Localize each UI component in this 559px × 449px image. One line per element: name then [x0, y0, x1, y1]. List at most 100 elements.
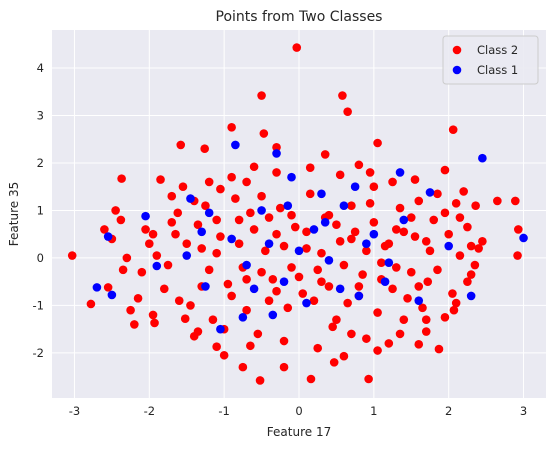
data-point	[204, 265, 214, 275]
data-point	[103, 283, 113, 292]
data-point	[176, 140, 186, 150]
data-point	[249, 284, 259, 294]
data-point	[392, 263, 401, 272]
data-point	[167, 218, 177, 227]
data-point	[302, 298, 311, 308]
data-point	[373, 138, 382, 148]
data-point	[216, 232, 225, 241]
data-point	[305, 163, 315, 173]
data-point	[343, 107, 352, 116]
x-tick-label: 3	[520, 404, 527, 418]
data-point	[455, 251, 465, 260]
data-point	[350, 227, 360, 237]
tick-labels: -3 -2 -1 0 1 2 3 -2 -1 0 1 2 3 4	[33, 61, 528, 418]
data-point	[339, 260, 349, 270]
data-point	[126, 305, 135, 315]
data-point	[414, 340, 424, 349]
data-point	[86, 299, 96, 309]
data-point	[377, 258, 386, 267]
data-point	[373, 346, 382, 355]
data-point	[358, 270, 367, 279]
data-point	[455, 213, 465, 222]
data-point	[471, 201, 480, 210]
data-point	[178, 182, 188, 191]
data-point	[212, 248, 221, 258]
data-point	[421, 237, 431, 246]
x-tick-label: 0	[295, 404, 302, 418]
data-point	[238, 312, 248, 322]
data-point	[292, 43, 302, 52]
data-point	[309, 225, 319, 234]
data-point	[238, 362, 248, 372]
data-point	[395, 203, 405, 213]
x-tick-label: 2	[445, 404, 452, 418]
data-point	[173, 208, 183, 218]
data-point	[279, 277, 289, 286]
data-point	[283, 303, 293, 313]
data-point	[231, 140, 240, 150]
data-point	[216, 324, 225, 334]
data-point	[249, 162, 259, 172]
data-point	[272, 149, 281, 158]
data-point	[100, 225, 109, 234]
data-point	[414, 196, 424, 206]
data-point	[261, 246, 270, 256]
data-point	[227, 123, 236, 132]
data-point	[463, 222, 472, 232]
data-point	[268, 274, 278, 284]
legend-label: Class 1	[477, 63, 518, 77]
y-axis-label: Feature 35	[7, 182, 21, 246]
legend: Class 2 Class 1	[442, 35, 539, 85]
data-point	[137, 267, 147, 277]
legend-box	[442, 35, 539, 85]
data-point	[339, 351, 349, 361]
data-point	[212, 215, 221, 225]
data-point	[118, 265, 128, 275]
data-point	[290, 222, 300, 232]
data-point	[257, 191, 266, 201]
data-point	[246, 341, 255, 351]
data-point	[423, 277, 433, 286]
data-point	[354, 282, 364, 291]
data-point	[163, 260, 173, 270]
data-point	[227, 234, 236, 244]
data-point	[410, 175, 420, 184]
data-point	[362, 246, 371, 256]
data-point	[122, 253, 132, 263]
data-point	[279, 241, 289, 251]
data-point	[141, 211, 150, 221]
data-point	[354, 160, 364, 170]
data-point	[159, 284, 169, 294]
data-point	[433, 189, 442, 199]
y-tick-label: 4	[37, 61, 44, 75]
data-point	[249, 225, 259, 234]
data-point	[324, 282, 334, 291]
data-point	[279, 336, 289, 346]
data-point	[350, 182, 360, 191]
data-point	[272, 142, 281, 152]
data-point	[107, 290, 117, 300]
x-tick-label: -3	[69, 404, 80, 418]
data-point	[470, 260, 480, 270]
data-point	[317, 277, 326, 286]
series-2	[92, 140, 528, 334]
data-point	[320, 150, 330, 159]
data-point	[395, 168, 405, 177]
data-point	[141, 225, 150, 234]
data-point	[167, 191, 177, 201]
data-point	[406, 267, 416, 277]
data-point	[272, 229, 281, 239]
data-point	[410, 232, 420, 241]
data-point	[212, 342, 221, 352]
data-point	[242, 260, 251, 270]
data-point	[384, 339, 394, 348]
data-point	[257, 267, 266, 277]
data-point	[197, 227, 206, 237]
data-point	[186, 301, 195, 310]
data-point	[418, 303, 427, 313]
data-point	[234, 239, 244, 248]
data-point	[364, 374, 373, 384]
data-point	[257, 91, 266, 100]
data-point	[511, 196, 520, 206]
